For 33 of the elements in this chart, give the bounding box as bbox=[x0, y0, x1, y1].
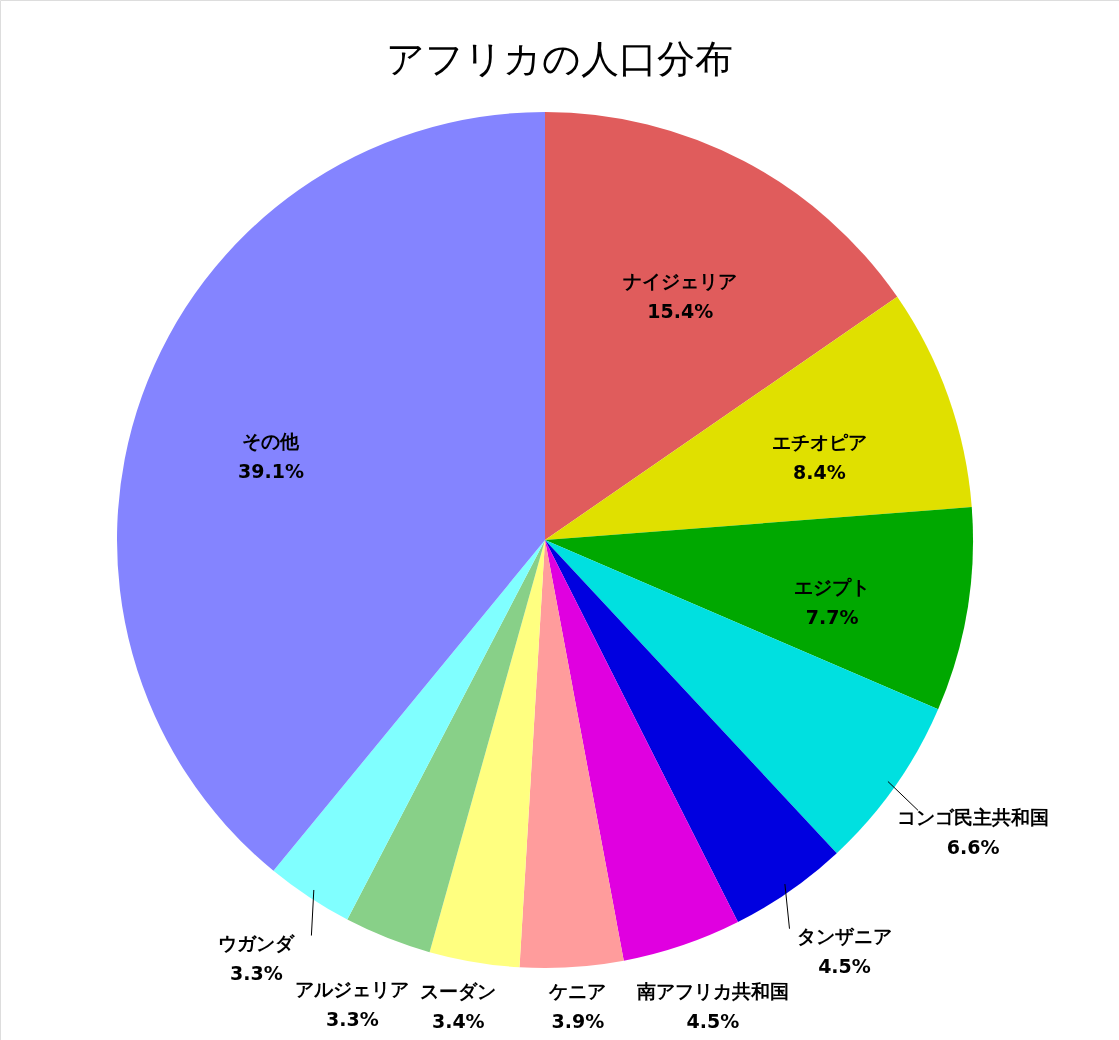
data-label: 3.9% bbox=[551, 1010, 605, 1032]
data-label: 3.3% bbox=[326, 1007, 379, 1030]
pie-slice bbox=[545, 540, 738, 961]
slice-label: 南アフリカ共和国 bbox=[635, 980, 789, 1002]
data-label: 7.7% bbox=[805, 605, 859, 628]
slice-label: エジプト bbox=[794, 575, 871, 598]
chart-title: アフリカの人口分布 bbox=[386, 37, 733, 81]
slice-label: ナイジェリア bbox=[623, 270, 738, 293]
pie-slice bbox=[545, 507, 973, 710]
slice-label: アルジェリア bbox=[295, 977, 410, 1000]
pie-slice bbox=[519, 540, 624, 968]
pie-slice bbox=[545, 112, 898, 540]
data-label: 4.5% bbox=[686, 1010, 740, 1032]
slice-label: タンザニア bbox=[796, 924, 892, 947]
slice-label: その他 bbox=[242, 429, 301, 452]
pie-slice bbox=[429, 540, 545, 968]
pie-slice bbox=[117, 112, 545, 871]
data-label: 4.5% bbox=[818, 954, 871, 977]
slice-label: コンゴ民主共和国 bbox=[897, 806, 1050, 829]
pie-slice bbox=[545, 296, 972, 540]
data-label: 3.4% bbox=[431, 1010, 485, 1032]
slice-label: ケニア bbox=[548, 980, 607, 1002]
pie-slice bbox=[347, 540, 545, 953]
data-label: 39.1% bbox=[238, 459, 304, 482]
pie-slice bbox=[273, 540, 545, 920]
data-label: 8.4% bbox=[792, 460, 846, 483]
slice-label: ウガンダ bbox=[218, 931, 296, 954]
slice-label: エチオピア bbox=[771, 430, 867, 453]
pie-slice bbox=[545, 540, 939, 854]
data-label: 6.6% bbox=[946, 836, 1000, 859]
data-label: 3.3% bbox=[230, 961, 283, 984]
data-label: 15.4% bbox=[647, 300, 714, 323]
slice-label: スーダン bbox=[420, 980, 497, 1002]
